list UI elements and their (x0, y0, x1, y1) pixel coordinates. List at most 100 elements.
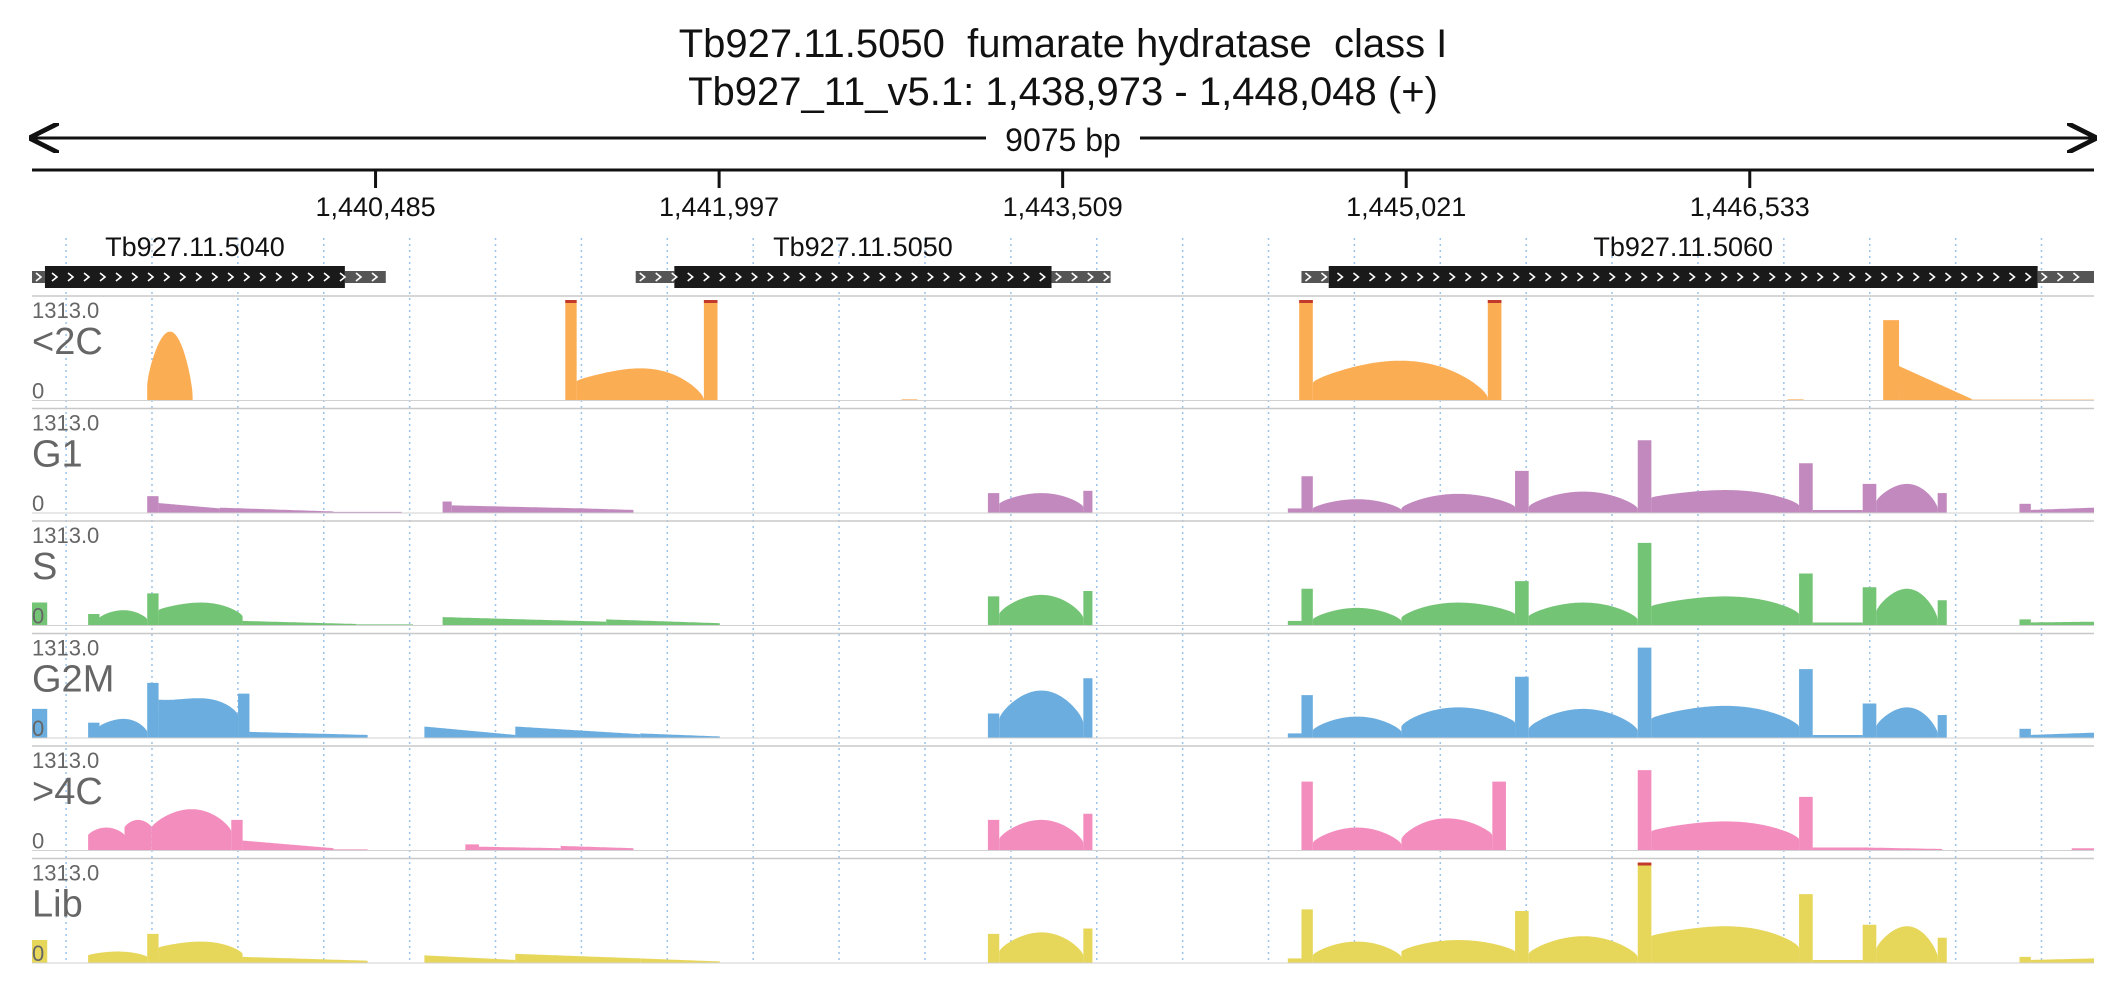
coverage-bar (640, 733, 720, 738)
gene-name: Tb927.11.5040 (105, 232, 285, 262)
strand-chevron (1400, 272, 1408, 282)
strand-chevron (259, 272, 267, 282)
coverage-bar (478, 846, 561, 851)
coverage-bar (2030, 732, 2094, 738)
strand-chevron (1512, 272, 1520, 282)
gene-model[interactable]: Tb927.11.5040 (32, 232, 386, 288)
gene-cds (674, 266, 1052, 288)
coverage-bar (565, 300, 577, 401)
coverage-bar (1799, 573, 1813, 626)
coverage-bar (987, 819, 1000, 851)
coverage-bar (1312, 607, 1402, 626)
strand-chevron (1816, 272, 1824, 282)
track-max-label: 1313.0 (32, 636, 99, 661)
coverage-bar (1862, 483, 1877, 513)
track-3: 1313.0S 0 (32, 520, 2094, 629)
coverage-bar (1637, 542, 1652, 626)
clip-indicator (1299, 300, 1313, 303)
strand-chevron (1688, 272, 1696, 282)
coverage-bar (2030, 958, 2094, 963)
coverage-bar (1528, 708, 1638, 738)
track-min-label: 0 (32, 829, 44, 854)
strand-chevron (339, 272, 347, 282)
coverage-bar (242, 840, 334, 851)
coverage-bar (1812, 622, 1863, 626)
coverage-bar (1637, 440, 1652, 513)
track-max-label: 1313.0 (32, 861, 99, 886)
strand-chevron (179, 272, 187, 282)
coverage-bar (442, 617, 607, 626)
coverage-bar (999, 932, 1084, 963)
coverage-bar (147, 933, 159, 963)
gene-model[interactable]: Tb927.11.5050 (635, 232, 1111, 288)
coverage-bar (1651, 596, 1800, 626)
strand-chevron (767, 272, 774, 282)
gene-name: Tb927.11.5050 (773, 232, 953, 262)
coverage-bar (1899, 366, 1972, 401)
strand-chevron (1960, 272, 1968, 282)
gene-model[interactable]: Tb927.11.5060 (1301, 232, 2094, 288)
coverage-bar (1651, 490, 1800, 513)
coverage-bar (88, 827, 125, 851)
coverage-bar (2071, 848, 2094, 851)
span-label: 9075 bp (1005, 122, 1121, 158)
strand-chevron (975, 272, 982, 282)
coverage-bar (1083, 490, 1093, 513)
coverage-bar (2019, 728, 2031, 738)
coverage-bar (1876, 926, 1938, 963)
coverage-bar (1876, 588, 1938, 626)
coverage-bar (606, 619, 720, 626)
track-1: 1313.0<2C 0 (32, 295, 2094, 404)
track-min-label: 0 (32, 716, 44, 741)
track-max-label: 1313.0 (32, 523, 99, 548)
strand-chevron (1039, 272, 1047, 282)
ruler-tick-label: 1,443,509 (1003, 192, 1123, 222)
coverage-tracks: 1313.0<2C01313.0G101313.0S01313.0G2M0131… (32, 295, 2094, 966)
coverage-bar (1937, 600, 1947, 626)
coverage-bar (1876, 707, 1938, 738)
strand-chevron (1496, 272, 1504, 282)
coverage-bar (999, 690, 1084, 738)
strand-chevron (1055, 272, 1063, 282)
coverage-bar (1312, 716, 1402, 738)
coverage-bar (1799, 669, 1813, 738)
coverage-bar (2030, 507, 2094, 513)
coverage-bar (515, 953, 641, 963)
strand-chevron (2040, 272, 2048, 282)
strand-chevron (195, 272, 203, 282)
coverage-bar (231, 819, 243, 851)
coverage-bar (147, 331, 193, 401)
coverage-bar (238, 693, 250, 738)
gene-utr (344, 271, 386, 283)
strand-chevron (35, 272, 43, 282)
strand-chevron (1352, 272, 1360, 282)
strand-chevron (639, 272, 646, 282)
coverage-bar (88, 722, 100, 738)
strand-chevron (163, 272, 171, 282)
strand-chevron (1544, 272, 1552, 282)
track-name: Lib (32, 884, 83, 926)
track-name: S (32, 546, 57, 588)
coverage-bar (424, 955, 516, 963)
coverage-bar (1083, 591, 1093, 626)
coverage-bar (32, 940, 48, 963)
strand-chevron (147, 272, 155, 282)
coverage-bar (158, 503, 220, 513)
ruler-tick-label: 1,446,533 (1690, 192, 1810, 222)
strand-chevron (1304, 272, 1312, 282)
strand-chevron (1880, 272, 1888, 282)
coverage-bar (32, 708, 48, 738)
coverage-bar (1812, 509, 1863, 513)
strand-chevron (51, 272, 59, 282)
coverage-bar (1528, 602, 1638, 626)
coverage-bar (1862, 703, 1877, 738)
coverage-bar (147, 593, 159, 626)
coverage-bar (442, 501, 452, 513)
coverage-bar (88, 951, 148, 963)
coverage-bar (1301, 695, 1313, 738)
coverage-bar (1812, 959, 1863, 963)
coverage-bar (1312, 941, 1402, 963)
strand-chevron (1416, 272, 1424, 282)
coverage-bar (88, 614, 100, 626)
track-5: 1313.0>4C 0 (32, 745, 2094, 854)
